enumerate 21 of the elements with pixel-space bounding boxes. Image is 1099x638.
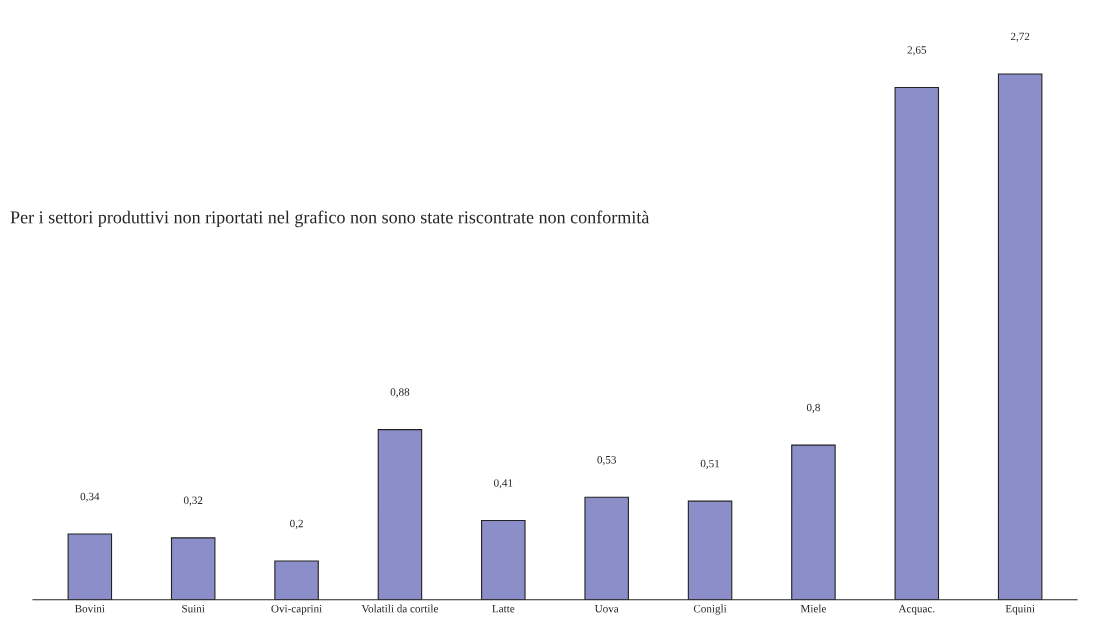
data-label: 0,32 (183, 496, 203, 506)
x-tick-label: Suini (182, 604, 205, 613)
x-tick-label: Volatili da cortile (361, 604, 439, 613)
data-label: 0,8 (806, 403, 820, 413)
data-label: 0,34 (80, 492, 100, 502)
x-tick-label: Equini (1005, 604, 1035, 615)
x-tick-label: Miele (800, 604, 826, 613)
x-tick-label: Conigli (693, 604, 727, 615)
data-label: 0,53 (597, 455, 616, 466)
data-label: 2,72 (1010, 32, 1030, 42)
data-label: 0,51 (700, 459, 720, 469)
data-label: 0,2 (290, 519, 303, 529)
data-label: 0,88 (390, 388, 410, 398)
x-tick-label: Latte (492, 605, 515, 613)
x-tick-label: Acquac. (898, 604, 935, 615)
data-label: 2,65 (907, 46, 927, 56)
x-tick-label: Uova (594, 605, 619, 613)
x-tick-label: Ovi-caprini (271, 604, 322, 615)
data-label: 0,41 (494, 479, 513, 489)
x-tick-label: Bovini (75, 604, 105, 613)
annotation: Per i settori produttivi non riportati nel grafico non sono state riscontrate non conformità (10, 210, 650, 228)
